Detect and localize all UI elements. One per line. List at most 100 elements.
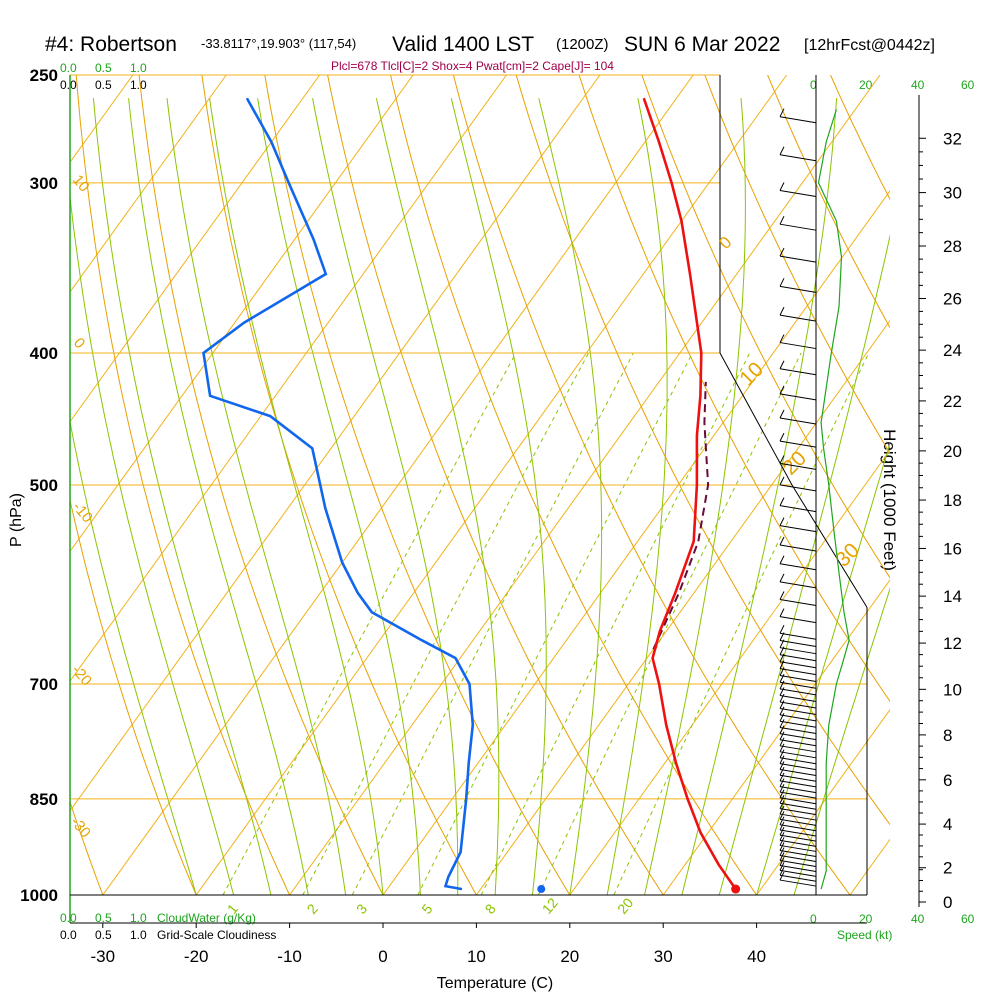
wind-barb xyxy=(779,855,817,863)
wind-barb-flag xyxy=(779,455,785,464)
isotherm-label: 20 xyxy=(778,447,811,480)
wind-barb-flag xyxy=(779,832,785,841)
wind-barb-flag xyxy=(779,731,785,740)
wind-barb xyxy=(779,647,817,655)
wind-barb xyxy=(779,813,817,821)
cloudwater-scale-bottom-0: 0.0 xyxy=(60,911,77,925)
wind-barb xyxy=(779,707,817,715)
speed-scale-top-0: 0 xyxy=(810,78,817,92)
wind-barb xyxy=(779,879,817,887)
wind-barb-flag xyxy=(779,789,785,798)
cloudiness-scale-bottom-2: 1.0 xyxy=(130,928,147,942)
plot-frame xyxy=(69,75,868,924)
wind-barb xyxy=(779,701,817,709)
wind-barb-flag xyxy=(779,306,785,316)
pressure-tick-label: 400 xyxy=(30,344,58,363)
x-tick-label: 10 xyxy=(467,947,486,966)
dry-adiabat-line xyxy=(0,75,9,895)
wind-barb xyxy=(779,154,817,162)
parcel-parameters: Plcl=678 Tlcl[C]=2 Shox=4 Pwat[cm]=2 Cap… xyxy=(331,59,614,73)
wind-barb xyxy=(779,417,817,425)
height-tick-label: 26 xyxy=(943,290,962,309)
moist-adiabat-line xyxy=(70,419,197,895)
cloudwater-label: CloudWater (g/Kg) xyxy=(157,911,256,925)
mixing-ratio-labels: 1 2 3 5 8 12 20 xyxy=(224,895,637,917)
mixing-ratio-label: 3 xyxy=(353,901,370,917)
wind-barb xyxy=(779,255,817,263)
temperature-line xyxy=(642,97,737,890)
wind-barb-flag xyxy=(779,749,785,758)
dry-adiabat-line xyxy=(578,75,890,703)
wind-barb-flag xyxy=(779,108,785,117)
wind-barb xyxy=(779,581,817,589)
sounding-profiles xyxy=(202,97,741,894)
x-tick-label: 30 xyxy=(654,947,673,966)
moist-adiabat-line xyxy=(756,441,890,895)
parcel-line xyxy=(652,381,710,650)
wind-barb-flag xyxy=(779,409,785,419)
wind-barb xyxy=(779,368,817,376)
height-tick-label: 20 xyxy=(943,442,962,461)
moist-adiabat-lines xyxy=(70,98,890,895)
cloudwater-scale-bottom-2: 1.0 xyxy=(130,911,147,925)
wind-barb xyxy=(779,654,817,662)
wind-barb xyxy=(779,314,817,322)
wind-barb-flag xyxy=(779,725,785,734)
valid-date: SUN 6 Mar 2022 xyxy=(624,33,780,56)
y-axis-label: P (hPa) xyxy=(8,493,25,547)
height-tick-label: 32 xyxy=(943,129,962,148)
wind-barb-flag xyxy=(779,385,785,395)
pressure-tick-label: 1000 xyxy=(20,886,58,905)
height-axis-label: Height (1000 Feet) xyxy=(880,429,899,571)
moist-adiabat-line xyxy=(606,98,668,895)
wind-barb xyxy=(779,223,817,231)
wind-barb xyxy=(779,189,817,197)
station-coords: -33.8117°,19.903° (117,54) xyxy=(201,36,356,51)
wind-barb-flag xyxy=(779,693,785,703)
x-tick-label: -20 xyxy=(184,947,209,966)
height-tick-label: 8 xyxy=(943,726,952,745)
wind-barb-flag xyxy=(779,826,785,836)
height-tick-label: 10 xyxy=(943,680,962,699)
height-tick-label: 16 xyxy=(943,539,962,558)
wind-barb xyxy=(779,342,817,350)
wind-barb-flag xyxy=(779,837,785,846)
wind-barb xyxy=(779,525,817,533)
wind-barb-flag xyxy=(779,805,785,815)
isotherm-label: -20 xyxy=(68,662,95,690)
wind-barb-flag xyxy=(779,625,785,634)
isotherm-label: 30 xyxy=(831,539,864,572)
cloudiness-scale-bottom-0: 0.0 xyxy=(60,928,77,942)
dry-adiabat-line xyxy=(704,75,890,455)
wind-barb-flag xyxy=(779,555,785,564)
forecast-info: [12hrFcst@0442z] xyxy=(804,37,935,54)
wind-barb-flag xyxy=(779,842,785,851)
height-tick-label: 24 xyxy=(943,341,962,360)
cloudiness-scale-2: 1.0 xyxy=(130,78,147,92)
wind-barb xyxy=(779,834,817,842)
wind-barb xyxy=(779,640,817,648)
wind-barb xyxy=(779,661,817,669)
wind-barb-flag xyxy=(779,608,785,617)
speed-label: Speed (kt) xyxy=(837,928,892,942)
wind-barb-flag xyxy=(779,146,785,155)
height-tick-label: 18 xyxy=(943,491,962,510)
pressure-tick-label: 250 xyxy=(30,66,58,85)
wind-barb xyxy=(779,695,817,703)
x-tick-label: 40 xyxy=(747,947,766,966)
dewpoint-line xyxy=(202,97,475,891)
moist-adiabat-line xyxy=(128,98,309,895)
wind-barb-flag xyxy=(779,497,785,506)
pressure-tick-label: 700 xyxy=(30,675,58,694)
moist-adiabat-line xyxy=(644,98,746,895)
wind-barb xyxy=(779,850,817,858)
wind-barb-flag xyxy=(779,360,785,370)
dry-adiabat-line xyxy=(75,75,291,895)
wind-barb xyxy=(779,864,817,872)
moist-adiabat-line xyxy=(70,192,235,895)
wind-barb xyxy=(779,768,817,776)
wind-barb xyxy=(779,484,817,492)
mixing-ratio-label: 2 xyxy=(304,901,321,917)
wind-barb xyxy=(779,440,817,448)
mixing-ratio-label: 5 xyxy=(418,901,435,917)
